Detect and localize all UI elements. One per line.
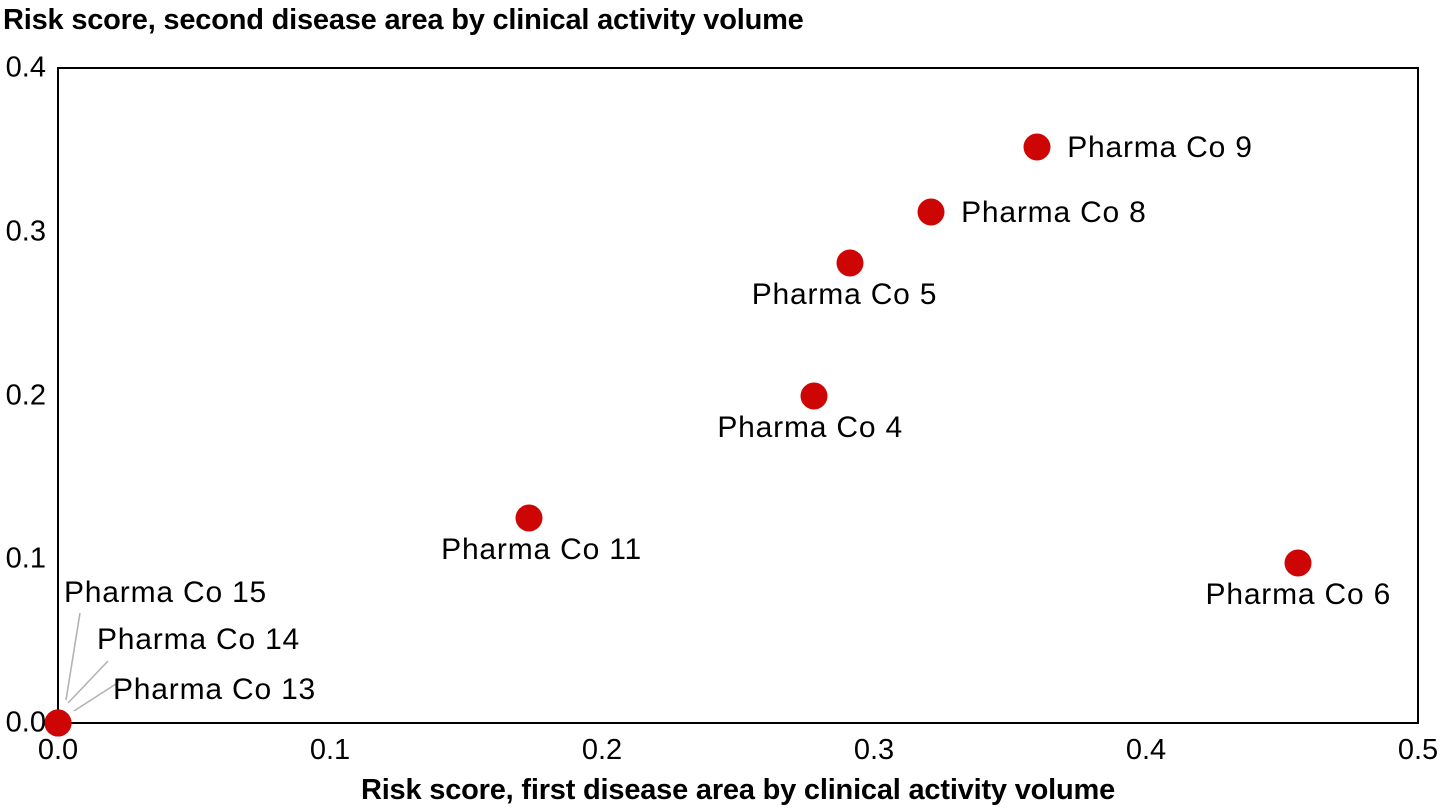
point-dot-pharma-co-9 xyxy=(1023,133,1051,161)
x-tick-label-0-4: 0.4 xyxy=(1125,734,1167,766)
x-tick-label-0-0: 0.0 xyxy=(37,734,79,766)
point-dot-pharma-co-5 xyxy=(836,249,864,277)
point-label-pharma-co-11: Pharma Co 11 xyxy=(441,533,642,567)
point-label-pharma-co-5: Pharma Co 5 xyxy=(751,277,938,311)
point-label-pharma-co-8: Pharma Co 8 xyxy=(961,196,1147,230)
point-dot-pharma-co-8 xyxy=(917,198,945,226)
point-dot-pharma-co-13 xyxy=(44,709,72,737)
point-dot-pharma-co-4 xyxy=(800,382,828,409)
x-axis-label: Risk score, first disease area by clinic… xyxy=(360,774,1116,806)
point-label-pharma-co-14: Pharma Co 14 xyxy=(97,623,301,656)
x-tick-label-0-3: 0.3 xyxy=(853,734,895,766)
point-dot-pharma-co-11 xyxy=(515,504,543,532)
chart-title: Risk score, second disease area by clini… xyxy=(3,4,804,36)
x-tick-label-0-1: 0.1 xyxy=(309,734,351,766)
x-tick-label-0-2: 0.2 xyxy=(581,734,623,766)
y-tick-label-0-3: 0.3 xyxy=(5,215,46,248)
point-label-pharma-co-6: Pharma Co 6 xyxy=(1205,577,1392,611)
point-label-pharma-co-4: Pharma Co 4 xyxy=(717,410,903,444)
y-tick-label-0-1: 0.1 xyxy=(5,542,46,575)
point-dot-pharma-co-6 xyxy=(1284,549,1312,577)
y-tick-label-0-0: 0.0 xyxy=(5,706,46,739)
x-tick-label-0-5: 0.5 xyxy=(1397,734,1439,766)
plot-area xyxy=(57,67,1419,724)
y-tick-label-0-4: 0.4 xyxy=(5,51,46,84)
point-label-pharma-co-9: Pharma Co 9 xyxy=(1067,130,1253,164)
y-tick-label-0-2: 0.2 xyxy=(5,379,46,411)
point-label-pharma-co-15: Pharma Co 15 xyxy=(64,576,268,609)
point-label-pharma-co-13: Pharma Co 13 xyxy=(113,673,317,706)
